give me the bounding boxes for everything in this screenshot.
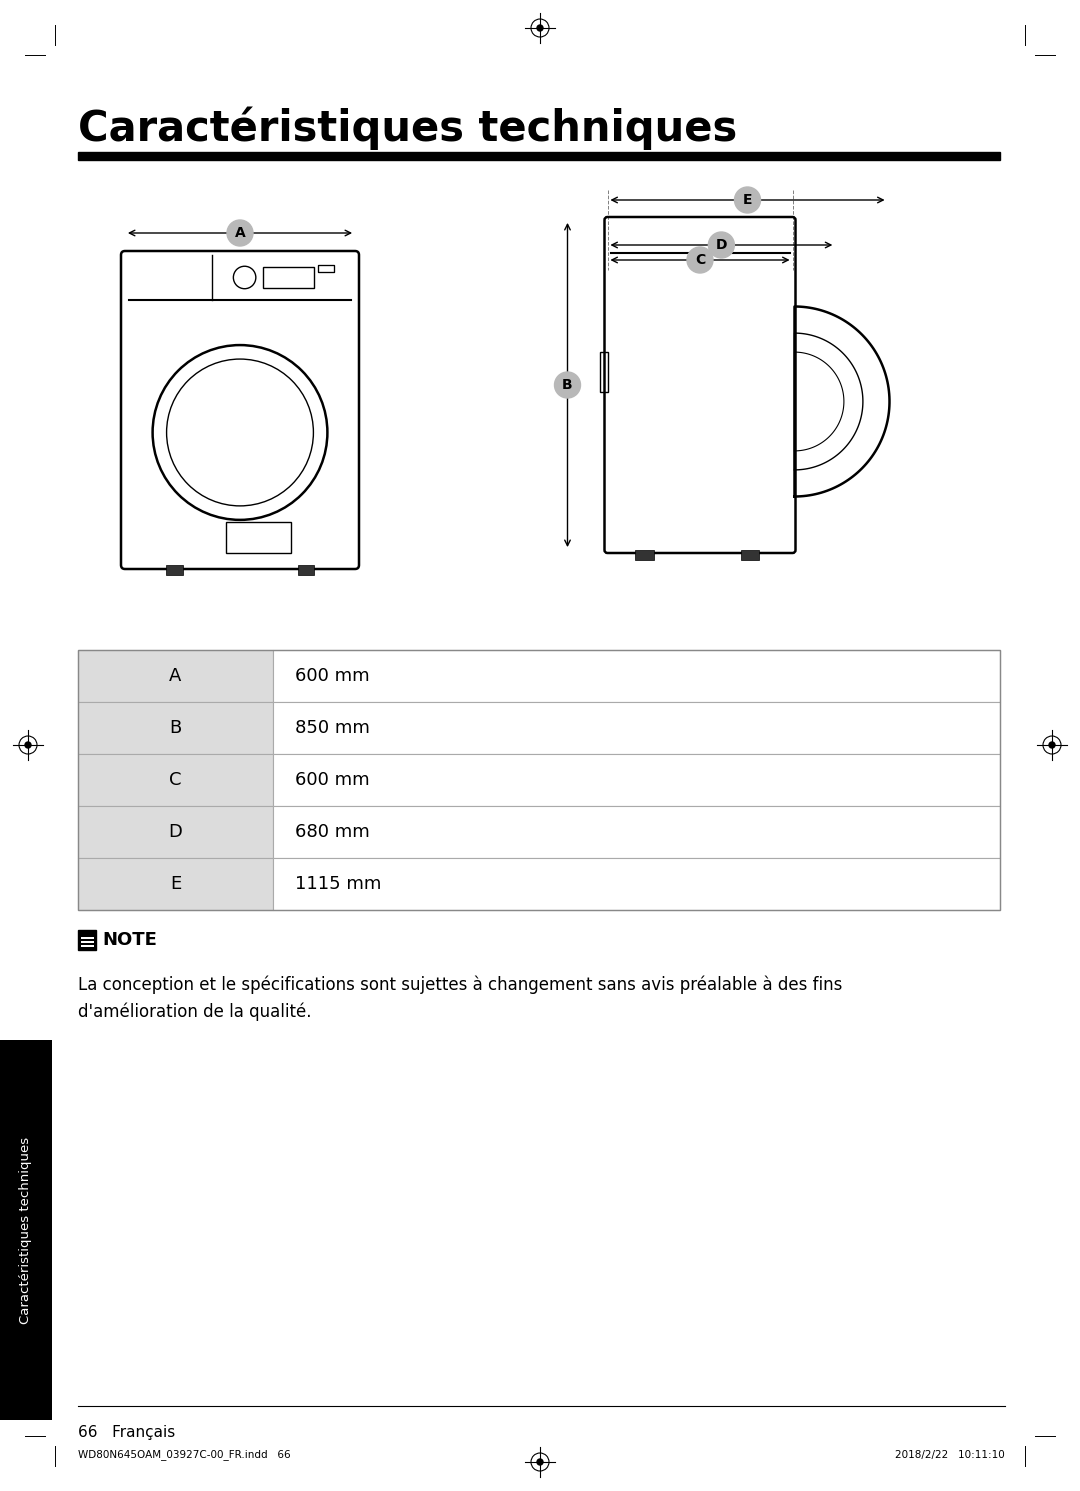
- Text: 2018/2/22   10:11:10: 2018/2/22 10:11:10: [895, 1451, 1005, 1460]
- Text: E: E: [743, 192, 753, 207]
- Bar: [264, 267, 313, 288]
- Bar: [78, 930, 96, 950]
- Bar: [226, 522, 291, 553]
- Bar: [81, 941, 94, 942]
- Bar: [0, 1041, 52, 1419]
- Bar: [273, 650, 1000, 702]
- Bar: [319, 265, 335, 273]
- Bar: [635, 550, 653, 561]
- Bar: [78, 807, 273, 857]
- Bar: [166, 565, 183, 576]
- Bar: [319, 265, 335, 273]
- Bar: [78, 754, 273, 807]
- Bar: [741, 550, 759, 561]
- Bar: [78, 702, 273, 754]
- Circle shape: [1049, 743, 1055, 748]
- Bar: [599, 352, 607, 392]
- Bar: [78, 650, 1000, 910]
- Circle shape: [227, 221, 253, 246]
- Text: 850 mm: 850 mm: [295, 719, 369, 737]
- Text: La conception et le spécifications sont sujettes à changement sans avis préalabl: La conception et le spécifications sont …: [78, 975, 842, 1021]
- Text: C: C: [694, 253, 705, 267]
- Bar: [78, 857, 273, 910]
- Bar: [81, 944, 94, 947]
- Bar: [319, 265, 335, 273]
- Circle shape: [537, 25, 543, 31]
- Circle shape: [734, 186, 760, 213]
- Bar: [273, 807, 1000, 857]
- Text: 600 mm: 600 mm: [295, 666, 369, 684]
- Bar: [78, 152, 1000, 160]
- Circle shape: [537, 1460, 543, 1466]
- Circle shape: [554, 371, 581, 398]
- Circle shape: [25, 743, 31, 748]
- Bar: [78, 650, 273, 702]
- Text: A: A: [170, 666, 181, 684]
- Text: NOTE: NOTE: [102, 930, 157, 948]
- Text: D: D: [716, 239, 727, 252]
- Text: Caractéristiques techniques: Caractéristiques techniques: [19, 1136, 32, 1324]
- Text: C: C: [170, 771, 181, 789]
- Text: 66   Français: 66 Français: [78, 1424, 175, 1439]
- Text: 600 mm: 600 mm: [295, 771, 369, 789]
- Bar: [273, 702, 1000, 754]
- Text: D: D: [168, 823, 183, 841]
- Bar: [273, 857, 1000, 910]
- Text: A: A: [234, 227, 245, 240]
- Bar: [297, 565, 313, 576]
- Text: 680 mm: 680 mm: [295, 823, 369, 841]
- Text: 1115 mm: 1115 mm: [295, 875, 381, 893]
- Circle shape: [687, 248, 713, 273]
- Text: WD80N645OAM_03927C-00_FR.indd   66: WD80N645OAM_03927C-00_FR.indd 66: [78, 1449, 291, 1461]
- Bar: [273, 754, 1000, 807]
- Text: E: E: [170, 875, 181, 893]
- Bar: [81, 936, 94, 939]
- Text: B: B: [563, 379, 572, 392]
- Text: Caractéristiques techniques: Caractéristiques techniques: [78, 107, 738, 151]
- Text: B: B: [170, 719, 181, 737]
- Circle shape: [708, 233, 734, 258]
